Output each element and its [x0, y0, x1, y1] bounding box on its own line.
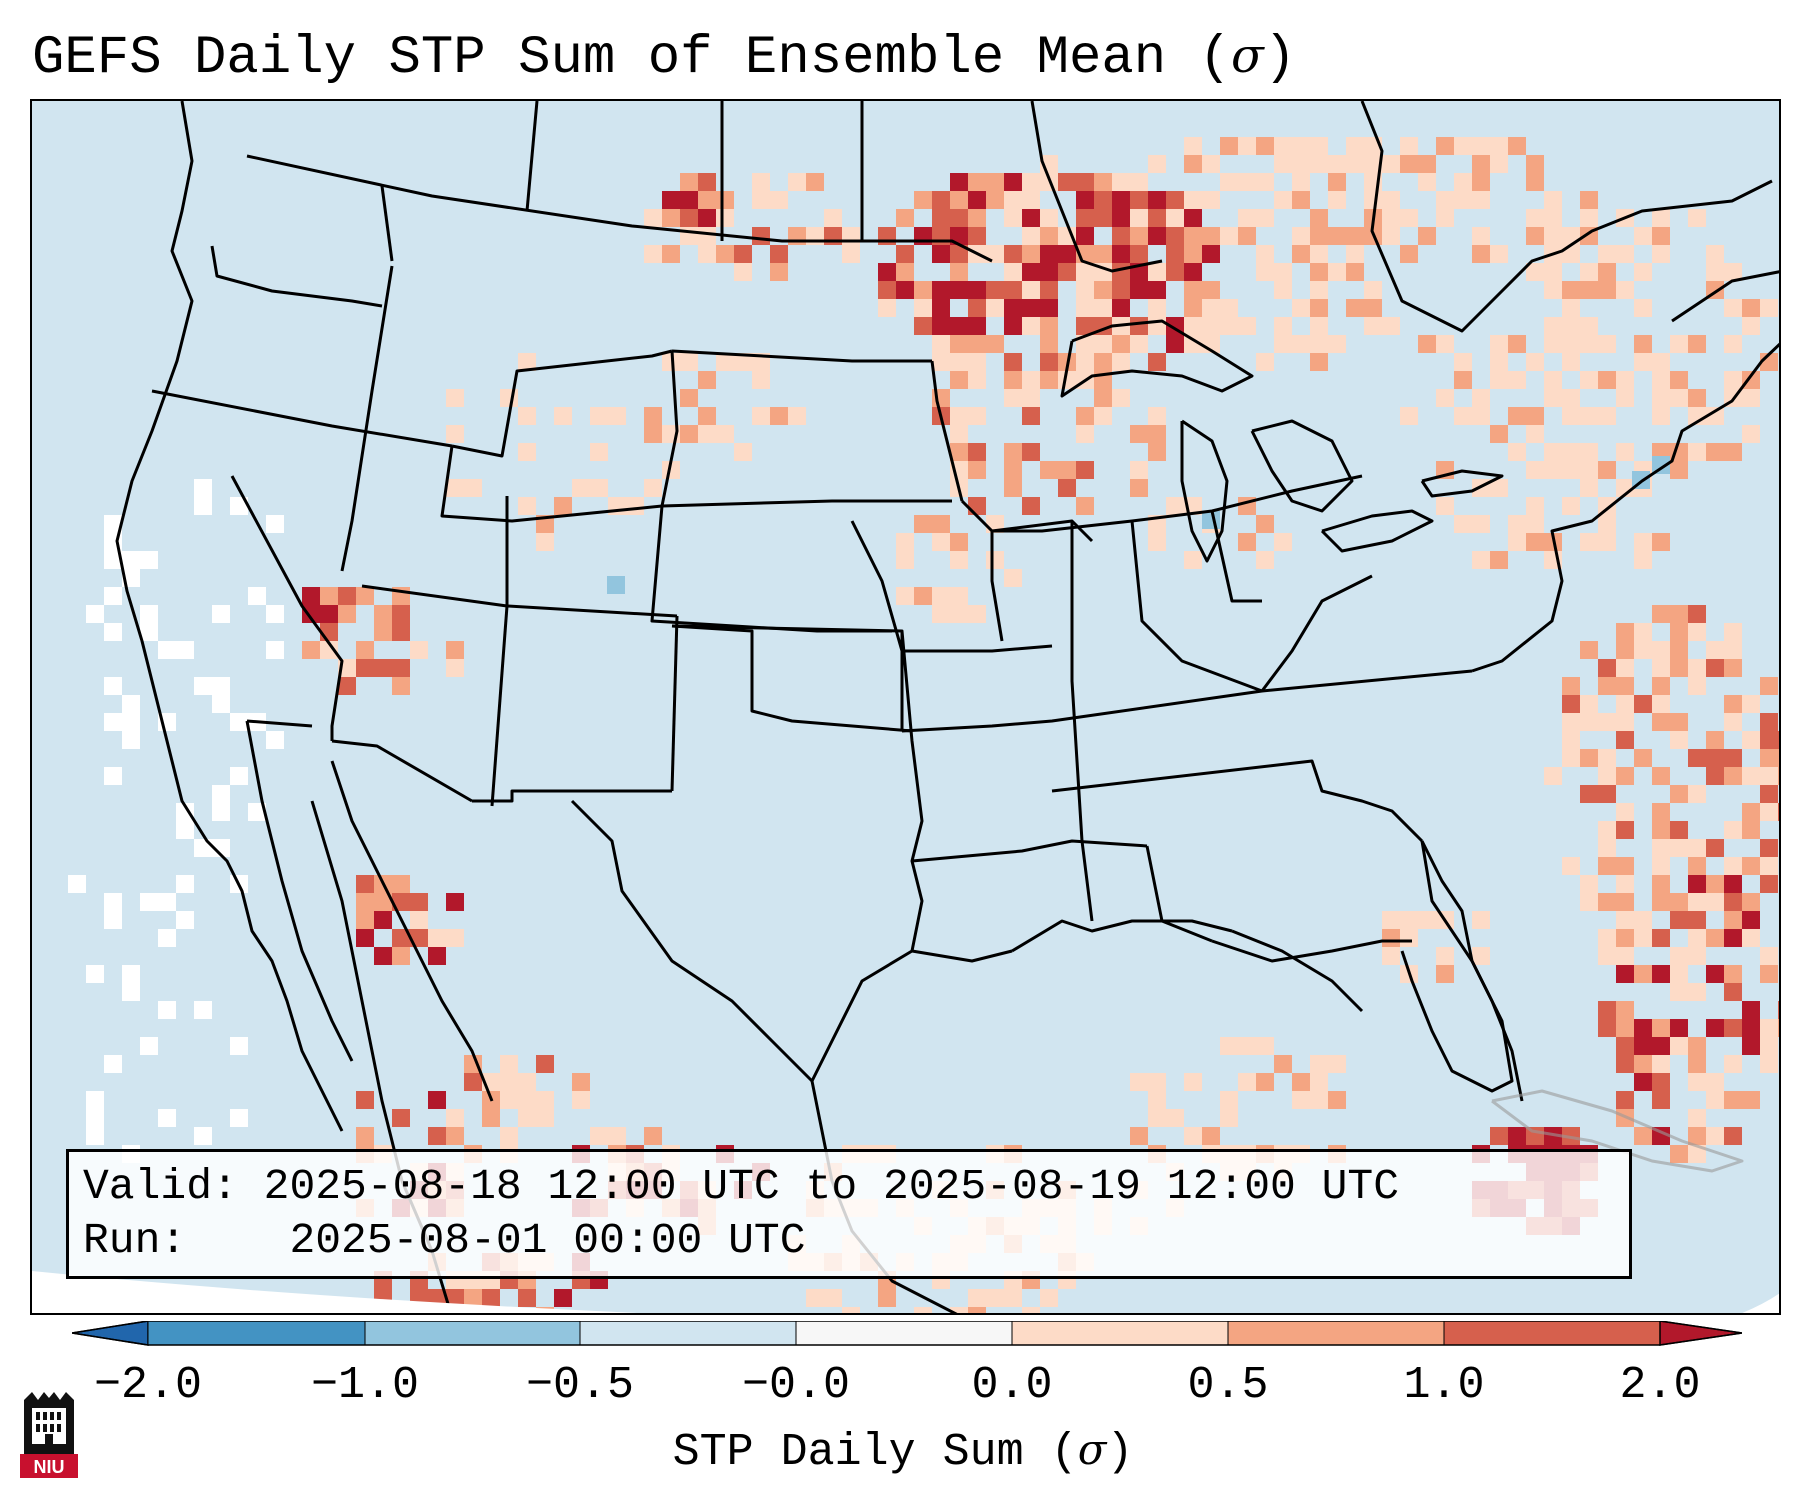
colorbar-tick-label: 2.0 — [1619, 1360, 1701, 1411]
colorbar-tick-label: −2.0 — [93, 1360, 203, 1411]
colorbar-segment — [580, 1321, 796, 1345]
colorbar-segment — [1444, 1321, 1660, 1345]
cuba — [1491, 1089, 1744, 1173]
map-panel[interactable] — [30, 99, 1781, 1315]
us-canada-border — [246, 154, 993, 263]
colorbar-extend-low — [72, 1321, 149, 1346]
lake-huron — [1250, 419, 1354, 513]
colorbar-segment — [1228, 1321, 1444, 1345]
colorbar-segment — [1012, 1321, 1228, 1345]
baja — [245, 720, 354, 1062]
validity-info-box: Valid: 2025-08-18 12:00 UTC to 2025-08-1… — [66, 1149, 1632, 1279]
florida — [1400, 840, 1514, 1093]
colorbar-segment — [365, 1321, 580, 1345]
colorbar-tick-label: −0.5 — [525, 1360, 635, 1411]
colorbar-segment — [148, 1321, 365, 1345]
lake-michigan — [1180, 419, 1229, 563]
colorbar-tick-label: 1.0 — [1403, 1360, 1485, 1411]
east-coastline — [1471, 342, 1779, 673]
west-coastline — [115, 101, 344, 1132]
logo-text: NIU — [34, 1457, 65, 1477]
colorbar-tick-label: −1.0 — [310, 1360, 420, 1411]
map-canvas[interactable] — [32, 101, 1781, 1315]
map-edge-mask — [32, 1271, 639, 1313]
lake-erie — [1320, 509, 1434, 553]
colorbar-tick-label: 0.5 — [1187, 1360, 1269, 1411]
colorbar-segment — [796, 1321, 1012, 1345]
colorbar-tick-label: −0.0 — [741, 1360, 851, 1411]
colorbar — [72, 1321, 1742, 1346]
lake-superior — [1060, 319, 1254, 398]
anomaly-cells — [68, 137, 1779, 1313]
castle-logo-icon: NIU — [18, 1390, 80, 1485]
colorbar-tick-label: 0.0 — [971, 1360, 1053, 1411]
lake-ontario — [1420, 469, 1504, 498]
colorbar-label: STP Daily Sum (σ) — [672, 1425, 1134, 1478]
colorbar-extend-high — [1659, 1321, 1742, 1346]
chart-title: GEFS Daily STP Sum of Ensemble Mean (σ) — [32, 28, 1297, 89]
